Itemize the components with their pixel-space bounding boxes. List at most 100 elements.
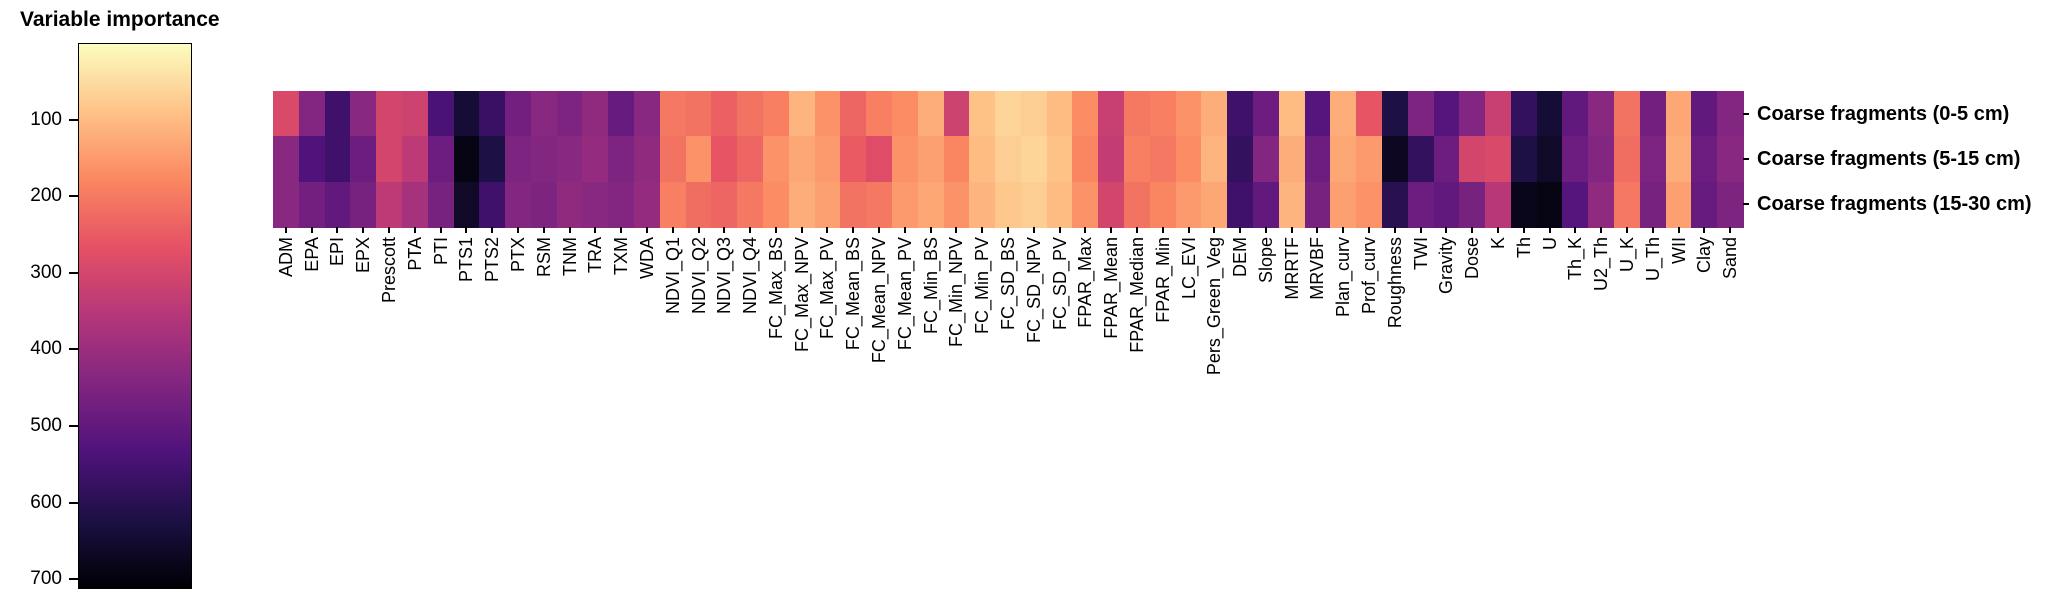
column-label: PTX (508, 237, 528, 273)
row-tick (1743, 158, 1749, 160)
column-label: FC_Mean_NPV (869, 237, 890, 364)
heatmap-cell (1098, 91, 1125, 137)
column-label: TWI (1410, 237, 1431, 270)
heatmap-cell (866, 181, 893, 228)
heatmap-cell (814, 136, 841, 183)
heatmap-cell (1459, 181, 1486, 228)
colorbar-tick (69, 578, 78, 581)
heatmap-cell (1304, 91, 1331, 137)
column-tick (568, 227, 571, 233)
heatmap-cell (582, 91, 609, 137)
column-label: EPX (353, 237, 374, 274)
colorbar-tick-label: 300 (30, 261, 62, 283)
column-label: EPI (327, 237, 348, 267)
heatmap-cell (917, 181, 945, 228)
heatmap-cell (273, 91, 300, 137)
heatmap-cell (479, 136, 506, 183)
column-label: DEM (1230, 237, 1251, 277)
heatmap-cell (1149, 181, 1177, 228)
heatmap-cell (1562, 91, 1589, 137)
heatmap-cell (1072, 91, 1099, 137)
heatmap-cell (376, 136, 403, 183)
column-label: MRRTF (1281, 237, 1302, 300)
column-label: FC_Min_PV (972, 237, 993, 335)
heatmap-cell (1227, 136, 1254, 183)
column-tick (1729, 227, 1732, 233)
heatmap-cell (763, 136, 790, 183)
heatmap-cell (1356, 181, 1383, 228)
column-label: FC_Mean_BS (843, 237, 864, 351)
column-tick (284, 227, 287, 233)
heatmap-cell (1098, 181, 1125, 228)
column-label: FC_Max_PV (817, 237, 838, 340)
heatmap-cell (1201, 181, 1228, 228)
heatmap-cell (324, 91, 351, 137)
column-tick (1213, 227, 1216, 233)
heatmap-cell (737, 181, 764, 228)
heatmap-cell (711, 91, 738, 137)
column-label: FPAR_Median (1126, 237, 1147, 353)
heatmap-cell (298, 91, 326, 137)
heatmap-cell (763, 181, 790, 228)
column-label: Th_K (1565, 237, 1586, 281)
heatmap-cell (1536, 181, 1564, 228)
chart-title: Variable importance (20, 8, 220, 31)
heatmap-cell (453, 91, 480, 137)
heatmap-cell (1072, 136, 1099, 183)
heatmap-cell (1433, 181, 1460, 228)
heatmap-cell (350, 181, 377, 228)
heatmap-cell (298, 136, 326, 183)
column-tick (1161, 227, 1164, 233)
heatmap-cell (943, 136, 970, 183)
column-label: TNM (559, 237, 580, 276)
column-tick (1419, 227, 1422, 233)
heatmap-cell (995, 181, 1022, 228)
heatmap-cell (427, 181, 455, 228)
heatmap-cell (1046, 91, 1074, 137)
colorbar-tick (69, 501, 78, 504)
column-tick (645, 227, 648, 233)
heatmap-cell (866, 91, 893, 137)
heatmap-cell (401, 181, 429, 228)
heatmap-cell (1304, 181, 1331, 228)
heatmap-cell (556, 136, 584, 183)
column-label: FC_SD_NPV (1023, 237, 1044, 344)
heatmap-cell (685, 181, 712, 228)
heatmap-cell (1510, 136, 1538, 183)
column-tick (1368, 227, 1371, 233)
column-label: PTI (430, 237, 451, 266)
column-tick (491, 227, 494, 233)
column-label: K (1488, 237, 1508, 250)
heatmap-cell (1691, 136, 1718, 183)
column-label: Slope (1255, 237, 1276, 284)
column-label: WII (1668, 237, 1689, 264)
heatmap-cell (608, 91, 635, 137)
heatmap-cell (1691, 91, 1718, 137)
heatmap-cell (840, 136, 867, 183)
column-label: FC_Min_BS (920, 237, 941, 335)
column-label: TXM (611, 237, 632, 275)
column-tick (852, 227, 855, 233)
column-label: FC_Min_NPV (946, 237, 967, 348)
heatmap-cell (634, 181, 661, 228)
heatmap-cell (1717, 136, 1744, 183)
heatmap-cell (273, 181, 300, 228)
heatmap-cell (556, 91, 584, 137)
column-tick (388, 227, 391, 233)
column-tick (594, 227, 597, 233)
column-label: U_Th (1642, 237, 1663, 282)
heatmap-cell (969, 181, 996, 228)
heatmap-cell (763, 91, 790, 137)
colorbar-tick-label: 600 (30, 491, 62, 513)
heatmap-cell (1562, 181, 1589, 228)
heatmap-cell (1433, 91, 1460, 137)
heatmap-cell (376, 181, 403, 228)
column-tick (1290, 227, 1293, 233)
colorbar-tick-label: 400 (30, 338, 62, 360)
heatmap-cell (1149, 91, 1177, 137)
column-tick (1264, 227, 1267, 233)
heatmap-cell (1562, 136, 1589, 183)
heatmap-cell (1665, 181, 1692, 228)
column-tick (1497, 227, 1499, 233)
column-tick (1187, 227, 1190, 233)
